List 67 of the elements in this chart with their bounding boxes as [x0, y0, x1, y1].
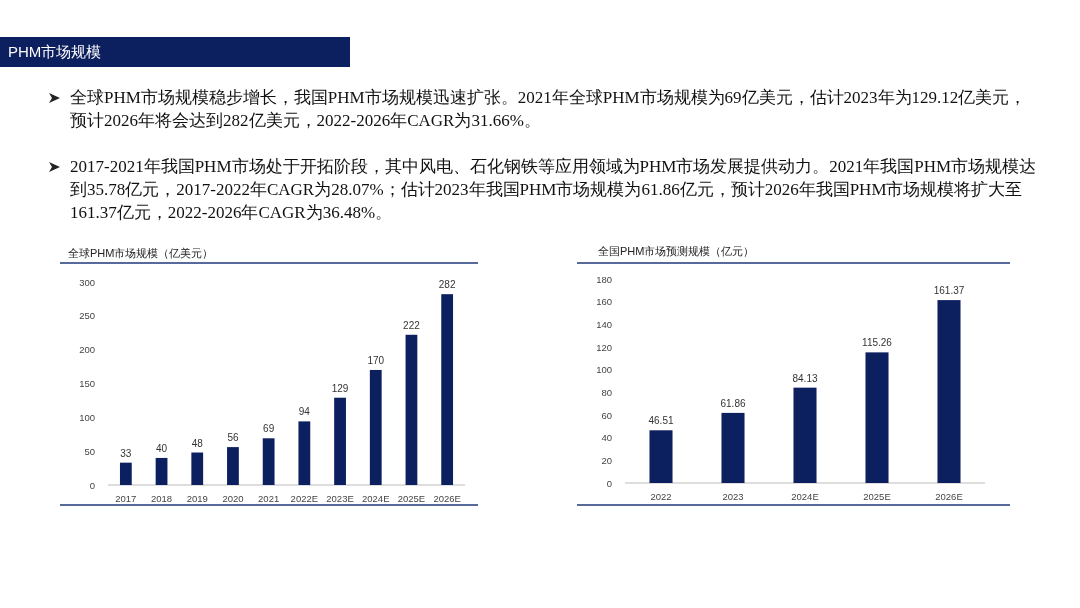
- bar: [649, 430, 673, 483]
- y-tick-label: 60: [601, 409, 612, 421]
- x-tick-label: 2025E: [863, 491, 891, 502]
- chart-title: 全球PHM市场规模（亿美元）: [68, 247, 214, 259]
- y-tick-label: 180: [596, 273, 612, 285]
- x-tick-label: 2018: [150, 493, 173, 504]
- x-tick-label: 2023: [722, 491, 744, 502]
- y-tick-label: 200: [79, 344, 95, 356]
- bar: [369, 369, 382, 485]
- y-tick-label: 80: [601, 386, 612, 398]
- data-label: 129: [331, 382, 349, 394]
- y-tick-label: 100: [79, 411, 95, 423]
- bar: [227, 447, 239, 485]
- bar: [155, 457, 168, 485]
- y-tick-label: 160: [596, 296, 612, 308]
- x-tick-label: 2023E: [326, 493, 354, 504]
- x-tick-label: 2021: [258, 493, 280, 504]
- bar: [191, 452, 204, 485]
- bar: [865, 352, 889, 483]
- data-label: 33: [120, 447, 132, 459]
- data-label: 94: [298, 406, 311, 418]
- bar: [298, 421, 311, 485]
- x-tick-label: 2020: [222, 493, 244, 504]
- x-tick-label: 2024E: [791, 491, 819, 502]
- text: 2017-2021年我国PHM市场处于开拓阶段，其中风电、石化钢铁等应用领域为PHM市场发展提供动力。2021年我国PHM市场规模达到35.78亿元，2017-2022年CAGR为28.07%；估计2023年我国PHM市场规模为61.86亿元，预计2026年我国PHM市场规模将扩大至161.37亿元，2022-2026年CAGR为36.48%。: [69, 156, 1038, 224]
- y-tick-label: 140: [596, 318, 612, 330]
- x-tick-label: 2017: [115, 493, 137, 504]
- data-label: 84.13: [792, 372, 818, 384]
- chart-title: 全国PHM市场预测规模（亿元）: [598, 245, 755, 257]
- y-tick-label: 0: [606, 477, 612, 489]
- x-tick-label: 2024E: [362, 493, 390, 504]
- data-label: 40: [155, 442, 168, 454]
- x-tick-label: 2019: [186, 493, 208, 504]
- data-label: 69: [263, 423, 275, 435]
- y-tick-label: 150: [79, 378, 95, 389]
- y-tick-label: 40: [601, 432, 612, 444]
- data-label: 48: [191, 437, 204, 449]
- bar: [262, 438, 275, 485]
- data-label: 161.37: [933, 285, 965, 297]
- bar: [334, 397, 346, 485]
- data-label: 282: [438, 279, 456, 291]
- y-tick-label: 50: [84, 445, 95, 457]
- y-tick-label: 0: [89, 479, 95, 491]
- text: 全球PHM市场规模稳步增长，我国PHM市场规模迅速扩张。2021年全球PHM市场规模为69亿美元，估计2023年为129.12亿美元，预计2026年将会达到282亿美元，2022-2026年CAGR为31.66%。: [69, 87, 1028, 132]
- x-tick-label: 2025E: [397, 493, 426, 504]
- y-tick-label: 300: [79, 276, 95, 288]
- y-tick-label: 250: [79, 310, 95, 322]
- bar: [441, 294, 454, 485]
- x-tick-label: 2026E: [433, 493, 461, 504]
- text: PHM市场规模: [0, 37, 350, 67]
- bar: [405, 334, 418, 485]
- data-label: 46.51: [648, 415, 674, 427]
- y-tick-label: 100: [596, 364, 612, 376]
- data-label: 115.26: [862, 337, 893, 349]
- bar: [119, 462, 132, 485]
- y-tick-label: 20: [601, 454, 612, 466]
- bar: [793, 387, 817, 483]
- x-tick-label: 2022: [650, 491, 672, 502]
- x-tick-label: 2026E: [935, 491, 963, 502]
- data-label: 222: [403, 319, 421, 331]
- x-tick-label: 2022E: [290, 493, 319, 504]
- bar: [937, 300, 961, 483]
- data-label: 56: [227, 432, 239, 444]
- data-label: 61.86: [720, 397, 746, 409]
- bar: [721, 412, 745, 483]
- data-label: 170: [367, 354, 385, 366]
- y-tick-label: 120: [596, 341, 612, 353]
